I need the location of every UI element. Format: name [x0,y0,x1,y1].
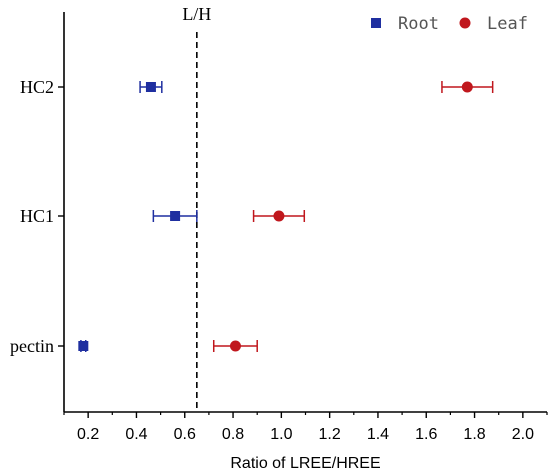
x-axis-title: Ratio of LREE/HREE [230,455,380,472]
data-point-root [145,82,156,92]
legend: Root Leaf [371,14,528,34]
x-tick-label: 0.8 [222,426,244,443]
legend-label-leaf: Leaf [487,14,528,34]
data-point-root [170,211,181,221]
y-category-label: pectin [10,336,54,356]
x-tick-label: 1.6 [415,426,437,443]
y-category-label: HC1 [20,206,54,226]
x-tick-label: 1.8 [463,426,485,443]
x-tick-label: 2.0 [512,426,534,443]
x-tick-label: 0.2 [77,426,99,443]
data-marks [78,81,494,352]
x-tick-label: 1.2 [319,426,341,443]
data-point-leaf [461,81,473,93]
legend-marker-leaf [459,17,471,29]
reference-line-label: L/H [182,4,211,24]
y-category-label: HC2 [20,77,54,97]
axes: 0.2 0.4 0.6 0.8 1.0 1.2 1.4 1.6 1.8 2.0 Ratio of L… [10,12,548,472]
plot-area: L/H [182,4,211,412]
x-tick-label: 1.0 [270,426,292,443]
data-point-root [78,341,89,351]
x-tick-label: 0.4 [125,426,147,443]
legend-marker-root [371,18,381,28]
data-point-leaf [229,340,241,352]
legend-label-root: Root [398,14,439,34]
data-point-leaf [273,210,285,222]
x-tick-label: 0.6 [174,426,196,443]
x-tick-label: 1.4 [367,426,389,443]
